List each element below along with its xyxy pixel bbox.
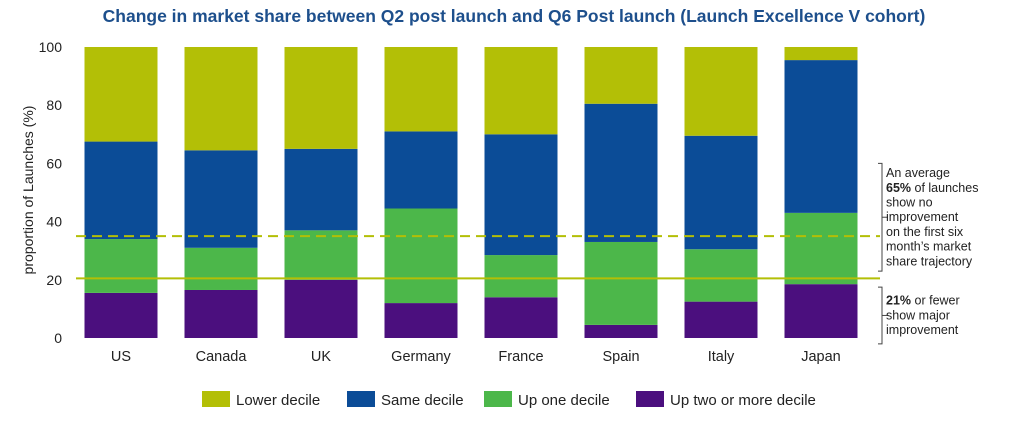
legend-label: Same decile [381, 392, 464, 409]
x-category-label: Germany [391, 349, 451, 365]
x-category-label: Spain [602, 349, 639, 365]
y-axis-ticks: 0 20 40 60 80 100 [39, 39, 63, 346]
bar-segment-same-decile [584, 103, 658, 242]
bar-segment-same-decile [684, 135, 758, 250]
chart-title: Change in market share between Q2 post l… [103, 6, 926, 26]
annotation-line: 21% or fewer [886, 294, 960, 308]
y-tick-label: 60 [46, 155, 62, 171]
bar-segment-lower-decile [184, 47, 258, 151]
legend-swatch [484, 391, 512, 407]
y-tick-label: 20 [46, 272, 62, 288]
bar-segment-up-two-or-more-decile [84, 292, 158, 338]
annotation-line: month’s market [886, 240, 972, 254]
annotation-line: An average [886, 166, 950, 180]
x-category-label: Canada [196, 349, 248, 365]
x-category-label: Japan [801, 349, 841, 365]
bar-segment-up-one-decile [684, 249, 758, 302]
y-tick-label: 40 [46, 214, 62, 230]
annotation-line: on the first six [886, 225, 964, 239]
bar-segment-up-two-or-more-decile [184, 289, 258, 338]
bar-segment-up-two-or-more-decile [284, 279, 358, 338]
bar-segment-up-two-or-more-decile [784, 284, 858, 338]
bar-segment-same-decile [284, 148, 358, 231]
legend-label: Lower decile [236, 392, 320, 409]
legend: Lower decile Same decile Up one decile Up t… [202, 391, 816, 409]
annotation-line: show major [886, 308, 950, 322]
annotation-line: 65% of launches [886, 181, 978, 195]
x-category-label: US [111, 349, 131, 365]
bar-segment-up-two-or-more-decile [684, 301, 758, 338]
annotation-bracket [878, 286, 883, 345]
x-category-label: Italy [708, 349, 735, 365]
x-axis-categories: US Canada UK Germany France Spain Italy Japan [111, 349, 841, 365]
annotation-line: improvement [886, 210, 959, 224]
legend-label: Up one decile [518, 392, 610, 409]
y-tick-label: 0 [54, 330, 62, 346]
y-axis-label: proportion of Launches (%) [20, 106, 36, 275]
bar-segment-same-decile [384, 131, 458, 209]
bar-segment-same-decile [184, 150, 258, 248]
reference-lines [76, 235, 880, 280]
legend-swatch [636, 391, 664, 407]
bar-segment-up-one-decile [384, 208, 458, 304]
bar-segment-up-one-decile [784, 212, 858, 285]
bar-segment-lower-decile [484, 47, 558, 135]
bar-segment-up-one-decile [284, 230, 358, 280]
annotation-line: show no [886, 196, 933, 210]
x-category-label: UK [311, 349, 331, 365]
bar-segment-lower-decile [584, 47, 658, 104]
bar-segment-up-two-or-more-decile [584, 324, 658, 338]
bar-segment-up-two-or-more-decile [484, 297, 558, 338]
bar-segment-up-one-decile [84, 239, 158, 293]
y-tick-label: 80 [46, 97, 62, 113]
bar-segment-lower-decile [284, 47, 358, 149]
bar-segment-lower-decile [784, 47, 858, 61]
bar-segment-lower-decile [84, 47, 158, 142]
legend-swatch [202, 391, 230, 407]
bar-segment-up-one-decile [184, 247, 258, 290]
annotation-line: share trajectory [886, 254, 973, 268]
bar-segment-same-decile [84, 141, 158, 240]
bar-segment-same-decile [784, 60, 858, 213]
bar-segment-up-one-decile [484, 255, 558, 298]
bar-segment-up-one-decile [584, 241, 658, 325]
bar-segment-lower-decile [384, 47, 458, 132]
bar-segment-up-two-or-more-decile [384, 303, 458, 338]
bars-group [84, 47, 858, 338]
annotation-line: improvement [886, 323, 959, 337]
bar-segment-lower-decile [684, 47, 758, 136]
x-category-label: France [498, 349, 543, 365]
legend-label: Up two or more decile [670, 392, 816, 409]
y-tick-label: 100 [39, 39, 63, 55]
legend-swatch [347, 391, 375, 407]
annotation-bracket [878, 162, 883, 272]
bar-segment-same-decile [484, 134, 558, 256]
